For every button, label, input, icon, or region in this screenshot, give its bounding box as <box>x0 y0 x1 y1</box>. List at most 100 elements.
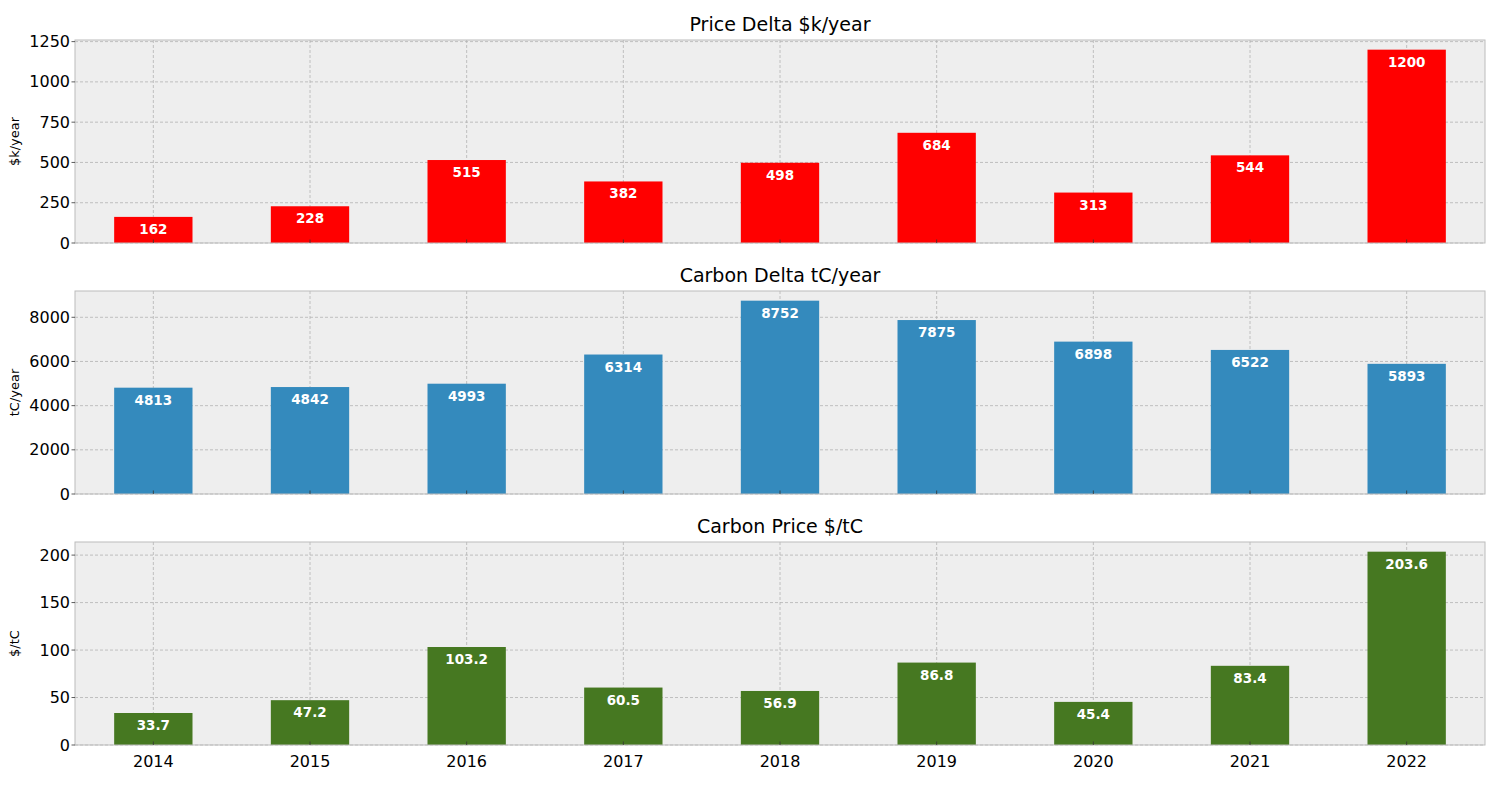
bar <box>898 663 976 745</box>
data-label: 103.2 <box>445 651 488 667</box>
y-tick-label: 150 <box>39 593 70 612</box>
y-axis-label: tC/year <box>7 368 22 416</box>
x-tick <box>1406 491 1407 495</box>
bar <box>1054 342 1132 494</box>
y-tick <box>72 697 76 698</box>
bar <box>1368 364 1446 494</box>
data-label: 684 <box>923 137 951 153</box>
x-tick-label: 2017 <box>603 752 644 771</box>
data-label: 313 <box>1079 197 1107 213</box>
x-tick <box>780 491 781 495</box>
bar <box>584 355 662 494</box>
y-tick-label: 500 <box>39 153 70 172</box>
y-tick <box>72 449 76 450</box>
x-tick-label: 2020 <box>1073 752 1114 771</box>
data-label: 56.9 <box>763 695 796 711</box>
y-tick <box>72 602 76 603</box>
bar <box>1054 702 1132 745</box>
y-axis-label: $k/year <box>7 116 22 166</box>
y-tick-label: 100 <box>39 641 70 660</box>
plot-frame <box>75 542 1485 745</box>
x-tick <box>936 240 937 244</box>
plot-frame <box>75 291 1485 494</box>
x-tick <box>153 491 154 495</box>
x-tick <box>1093 742 1094 746</box>
x-tick <box>780 742 781 746</box>
y-tick-label: 1000 <box>29 72 70 91</box>
data-label: 5893 <box>1388 368 1426 384</box>
x-tick-label: 2015 <box>290 752 331 771</box>
x-tick <box>1093 240 1094 244</box>
data-label: 6314 <box>605 359 643 375</box>
x-tick-label: 2019 <box>916 752 957 771</box>
x-tick <box>466 742 467 746</box>
y-tick-label: 6000 <box>29 352 70 371</box>
x-tick <box>310 491 311 495</box>
data-label: 228 <box>296 210 324 226</box>
data-label: 86.8 <box>920 667 953 683</box>
x-tick <box>310 742 311 746</box>
data-label: 4813 <box>135 392 173 408</box>
data-label: 498 <box>766 167 794 183</box>
y-tick-label: 750 <box>39 113 70 132</box>
x-tick-label: 2018 <box>760 752 801 771</box>
x-tick <box>623 491 624 495</box>
y-tick <box>72 361 76 362</box>
x-tick <box>1250 240 1251 244</box>
bar <box>114 713 192 745</box>
y-tick-label: 0 <box>60 736 70 755</box>
subplot: 0200040006000800048134842499363148752787… <box>7 264 1485 504</box>
bar <box>898 320 976 494</box>
y-tick <box>72 81 76 82</box>
y-tick <box>72 317 76 318</box>
data-label: 47.2 <box>293 704 326 720</box>
bar <box>271 387 349 494</box>
x-tick <box>466 240 467 244</box>
x-tick <box>1250 742 1251 746</box>
plot-area <box>75 40 1485 243</box>
y-tick-label: 0 <box>60 485 70 504</box>
x-tick <box>1250 491 1251 495</box>
subplot-title: Carbon Delta tC/year <box>680 264 881 286</box>
bar <box>1054 193 1132 243</box>
y-tick-label: 4000 <box>29 396 70 415</box>
figure: 0250500750100012501622285153824986843135… <box>0 0 1500 800</box>
x-tick-label: 2022 <box>1386 752 1427 771</box>
data-label: 8752 <box>761 305 799 321</box>
bar <box>741 163 819 243</box>
y-tick <box>72 122 76 123</box>
y-tick <box>72 405 76 406</box>
x-tick <box>936 491 937 495</box>
x-tick <box>153 240 154 244</box>
bar <box>428 647 506 745</box>
bar <box>1211 350 1289 494</box>
data-label: 33.7 <box>137 717 170 733</box>
data-label: 6522 <box>1231 354 1269 370</box>
bar <box>1211 155 1289 243</box>
bar <box>428 384 506 494</box>
y-tick <box>72 41 76 42</box>
x-grid-line <box>153 40 154 243</box>
bar <box>1368 552 1446 745</box>
x-tick <box>153 742 154 746</box>
x-tick-label: 2014 <box>133 752 174 771</box>
bar <box>1368 50 1446 243</box>
y-tick <box>72 243 76 244</box>
data-label: 83.4 <box>1233 670 1266 686</box>
y-axis-label: $/tC <box>7 630 22 657</box>
x-tick <box>780 240 781 244</box>
bar <box>428 160 506 243</box>
data-label: 4993 <box>448 388 486 404</box>
y-tick-label: 0 <box>60 234 70 253</box>
plot-frame <box>75 40 1485 243</box>
data-label: 6898 <box>1075 346 1113 362</box>
x-tick <box>1406 742 1407 746</box>
data-label: 1200 <box>1388 54 1426 70</box>
bar <box>898 133 976 243</box>
plot-area <box>75 542 1485 745</box>
bar <box>741 301 819 494</box>
x-tick <box>466 491 467 495</box>
data-label: 162 <box>139 221 167 237</box>
x-tick-label: 2021 <box>1230 752 1271 771</box>
bar <box>271 206 349 243</box>
